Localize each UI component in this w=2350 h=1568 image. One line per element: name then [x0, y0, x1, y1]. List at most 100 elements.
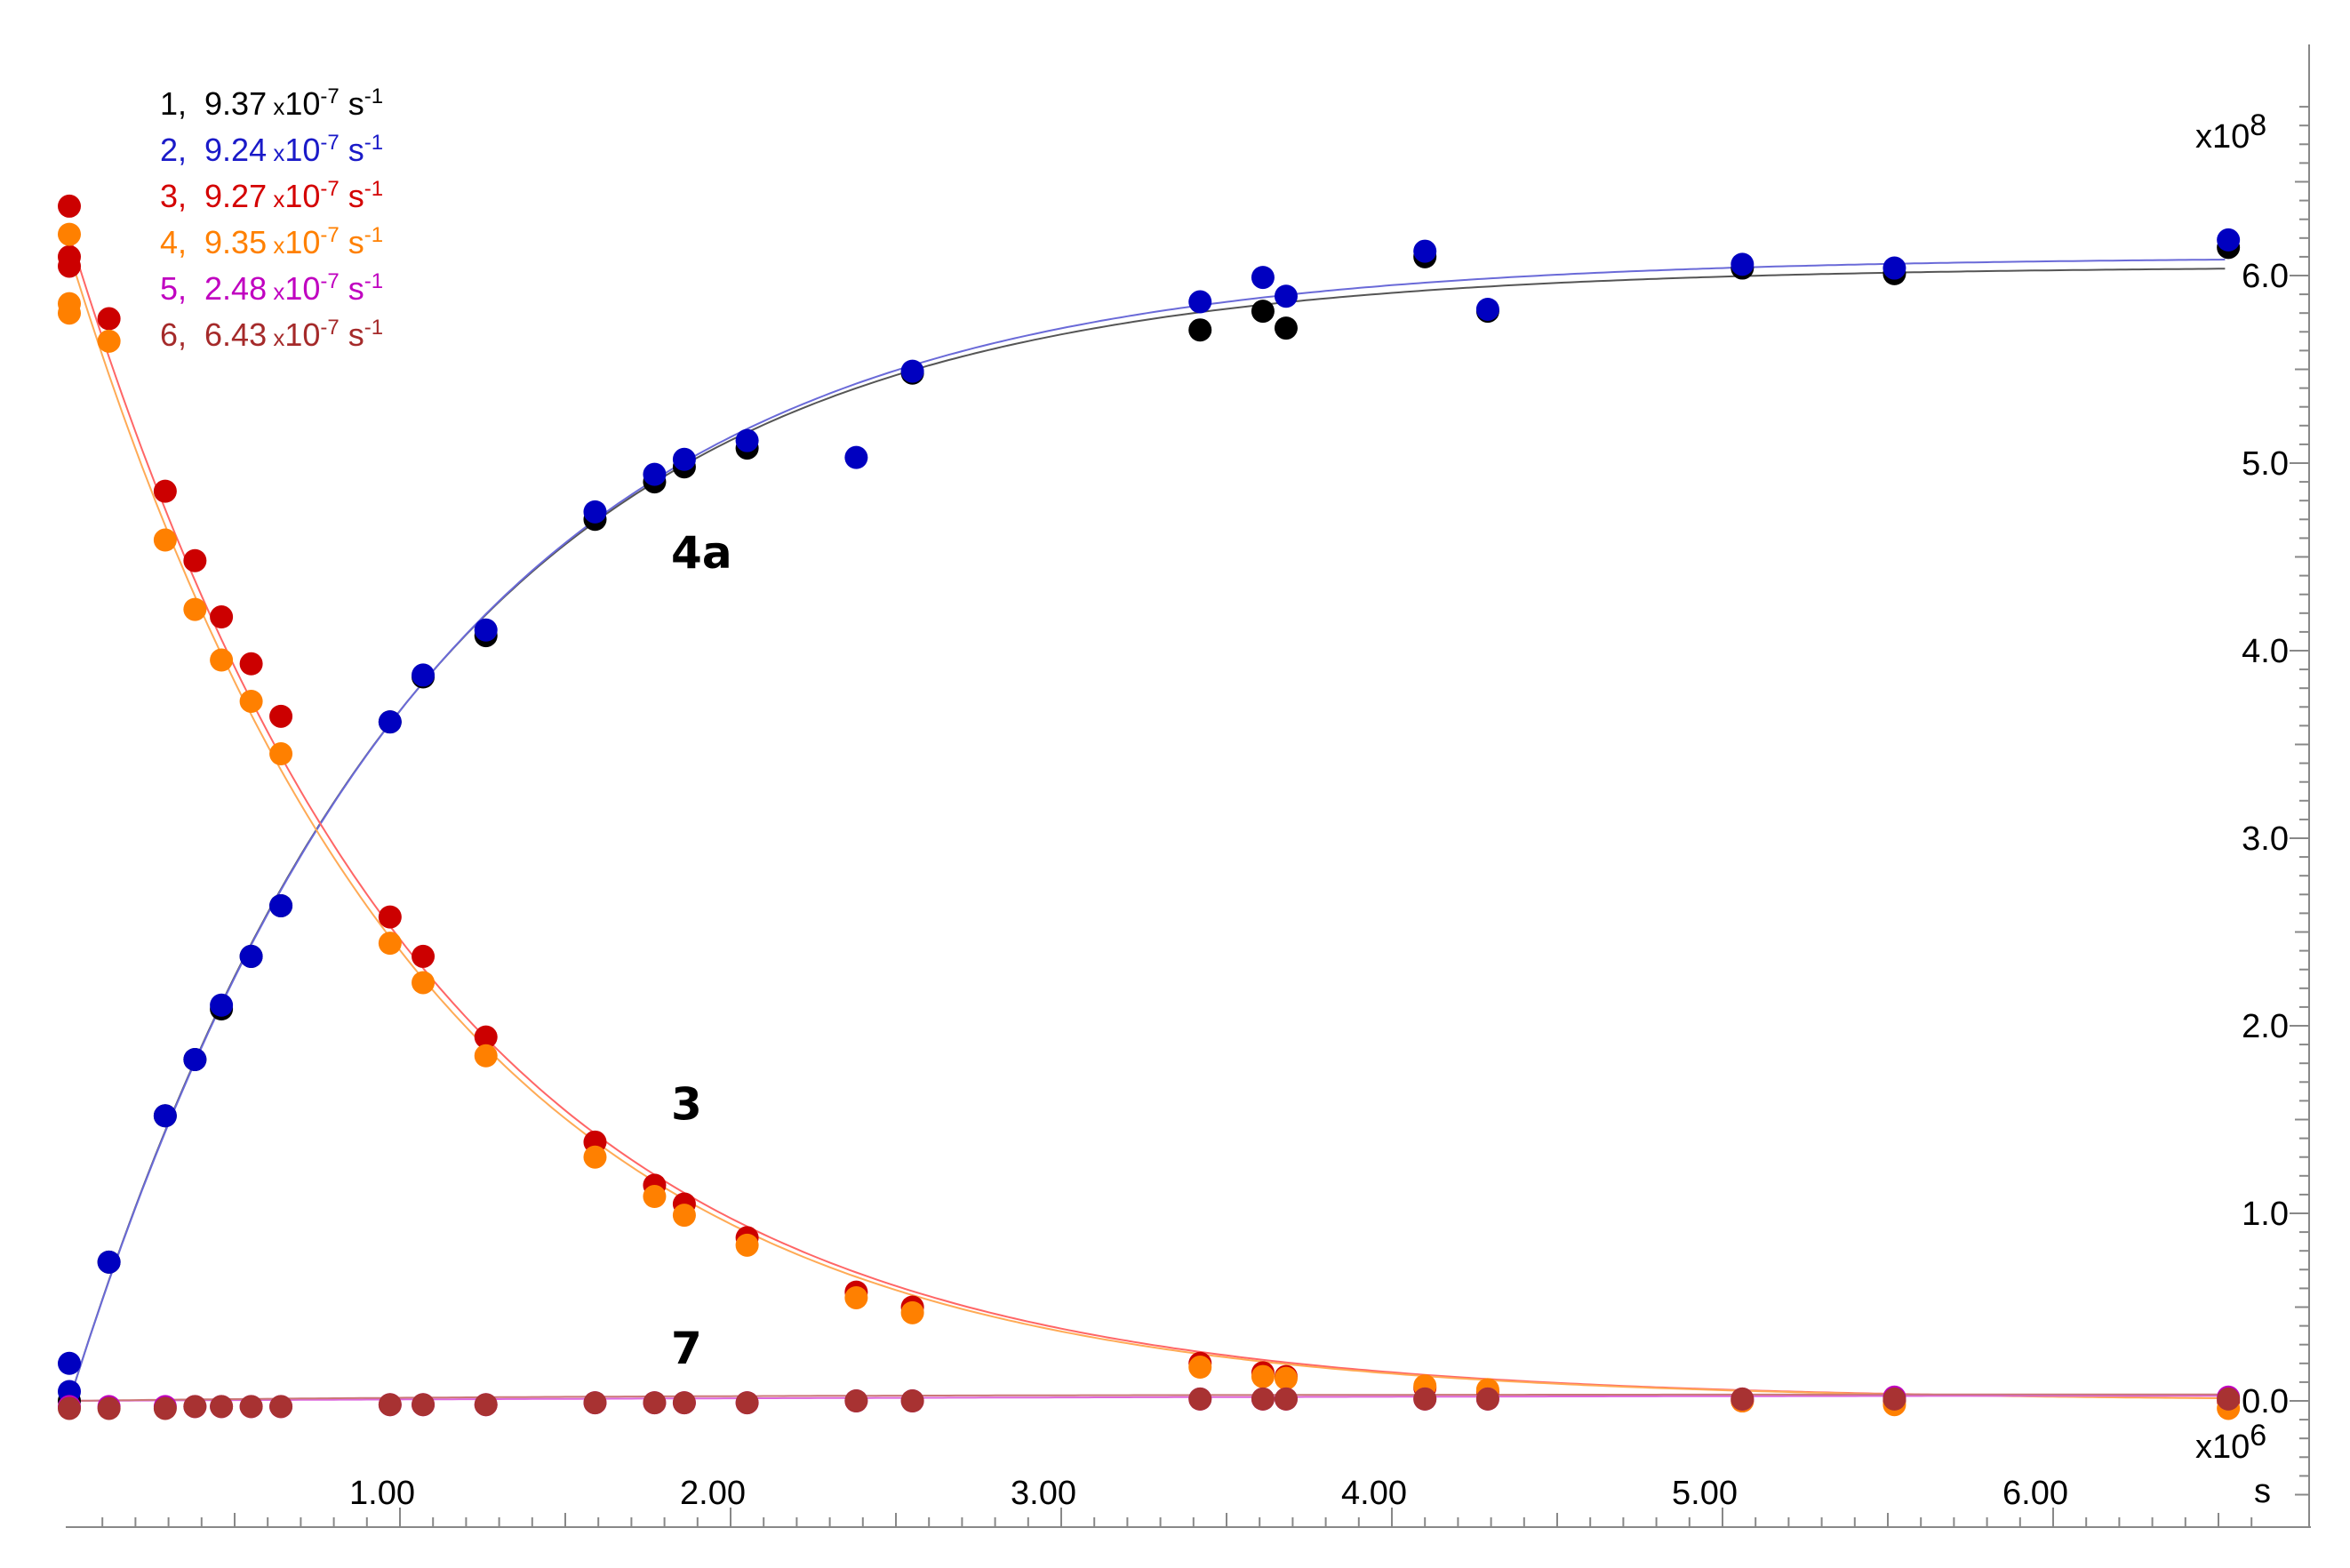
legend-exponent: -7 [320, 177, 340, 201]
legend-mantissa: 2.48 [204, 270, 268, 307]
legend-entry: 3, 9.27 x10-7 s-1 [160, 178, 383, 215]
y-tick-label: 0.0 [2242, 1383, 2289, 1420]
compound-label: 3 [671, 1079, 702, 1131]
data-point-series-6 [672, 1391, 696, 1415]
legend-entry: 2, 9.24 x10-7 s-1 [160, 132, 383, 169]
y-multiplier-label: x108 [2195, 108, 2266, 156]
legend-mantissa: 9.24 [204, 132, 268, 168]
compound-label: 4a [671, 527, 732, 579]
data-point-series-6 [210, 1395, 234, 1419]
legend-entry: 1, 9.37 x10-7 s-1 [160, 85, 383, 123]
y-tick-label: 5.0 [2242, 445, 2289, 483]
legend-unit: s [339, 270, 364, 307]
data-point-series-4 [378, 932, 402, 956]
legend-number: 6, [160, 316, 205, 353]
data-point-series-6 [1274, 1387, 1298, 1411]
data-point-series-3 [58, 194, 81, 218]
legend-unit-exponent: -1 [364, 84, 384, 108]
data-point-series-2 [153, 1104, 177, 1128]
data-point-series-2 [900, 359, 924, 383]
legend-times: x [267, 186, 285, 212]
data-point-series-2 [269, 893, 293, 917]
data-point-series-4 [239, 689, 263, 713]
data-point-series-6 [900, 1389, 924, 1412]
data-point-series-2 [2217, 228, 2241, 252]
data-point-series-3 [183, 548, 207, 572]
legend-entry: 4, 9.35 x10-7 s-1 [160, 224, 383, 261]
data-point-series-6 [183, 1395, 207, 1419]
legend-times: x [267, 324, 285, 351]
data-point-series-2 [378, 710, 402, 734]
legend-mantissa: 9.37 [204, 85, 268, 122]
legend-number: 3, [160, 178, 205, 214]
axes: 1.00 2.00 3.00 4.00 5.00 6.00 0.0 1.0 2.0 3.0 4.0 5… [66, 44, 2311, 1528]
legend-base: 10 [284, 178, 321, 214]
data-point-series-4 [1188, 1356, 1212, 1380]
compound-label: 7 [671, 1323, 702, 1374]
data-point-series-2 [643, 462, 667, 486]
data-point-series-6 [474, 1393, 498, 1417]
legend-times: x [267, 278, 285, 305]
legend-unit-exponent: -1 [364, 177, 384, 201]
data-point-series-6 [1251, 1387, 1275, 1411]
data-point-series-2 [1274, 284, 1298, 308]
data-point-series-3 [269, 704, 293, 728]
data-point-series-2 [735, 428, 759, 452]
data-point-series-6 [97, 1396, 121, 1420]
data-point-series-6 [153, 1396, 177, 1420]
data-point-series-6 [269, 1395, 293, 1419]
fit-curves [68, 234, 2226, 1402]
data-point-series-6 [1413, 1387, 1437, 1411]
data-point-series-2 [1188, 290, 1212, 314]
legend-base: 10 [284, 85, 321, 122]
legend-number: 2, [160, 132, 205, 168]
legend-number: 5, [160, 270, 205, 307]
x-multiplier-label: x106 [2195, 1419, 2266, 1466]
data-point-series-3 [210, 605, 234, 629]
legend-unit: s [339, 224, 364, 260]
legend-mantissa: 9.35 [204, 224, 268, 260]
data-point-series-2 [58, 1351, 81, 1375]
legend-number: 4, [160, 224, 205, 260]
data-point-series-2 [672, 447, 696, 471]
data-point-series-4 [58, 301, 81, 325]
data-point-series-6 [2217, 1387, 2241, 1411]
legend-exponent: -7 [320, 316, 340, 340]
legend-mantissa: 6.43 [204, 316, 268, 353]
data-point-series-3 [378, 905, 402, 929]
data-point-series-1 [1274, 316, 1298, 340]
data-point-series-4 [269, 742, 293, 766]
legend-entry: 6, 6.43 x10-7 s-1 [160, 316, 383, 354]
x-tick-label: 3.00 [1011, 1475, 1076, 1512]
data-point-series-6 [583, 1391, 607, 1415]
data-point-series-4 [58, 222, 81, 246]
legend-times: x [267, 140, 285, 166]
data-point-series-2 [1882, 256, 1906, 280]
data-point-series-4 [735, 1233, 759, 1257]
legend-exponent: -7 [320, 223, 340, 247]
x-tick-label: 2.00 [680, 1475, 746, 1512]
y-tick-label: 1.0 [2242, 1196, 2289, 1233]
y-tick-label: 2.0 [2242, 1008, 2289, 1045]
data-point-series-4 [1274, 1366, 1298, 1390]
labels: 4a 3 7 [671, 527, 732, 1374]
legend-base: 10 [284, 316, 321, 353]
legend-unit: s [339, 85, 364, 122]
legend-unit: s [339, 316, 364, 353]
data-point-series-6 [378, 1393, 402, 1417]
legend-base: 10 [284, 132, 321, 168]
data-point-series-4 [1251, 1364, 1275, 1388]
data-point-series-4 [210, 648, 234, 672]
data-point-series-4 [183, 597, 207, 621]
legend-exponent: -7 [320, 131, 340, 155]
data-point-series-3 [97, 307, 121, 331]
legend-entry: 5, 2.48 x10-7 s-1 [160, 270, 383, 308]
data-point-series-2 [1731, 252, 1755, 276]
legend-unit-exponent: -1 [364, 223, 384, 247]
legend-unit-exponent: -1 [364, 269, 384, 293]
legend-exponent: -7 [320, 269, 340, 293]
legend-base: 10 [284, 270, 321, 307]
data-point-series-3 [153, 479, 177, 503]
legend-unit-exponent: -1 [364, 316, 384, 340]
